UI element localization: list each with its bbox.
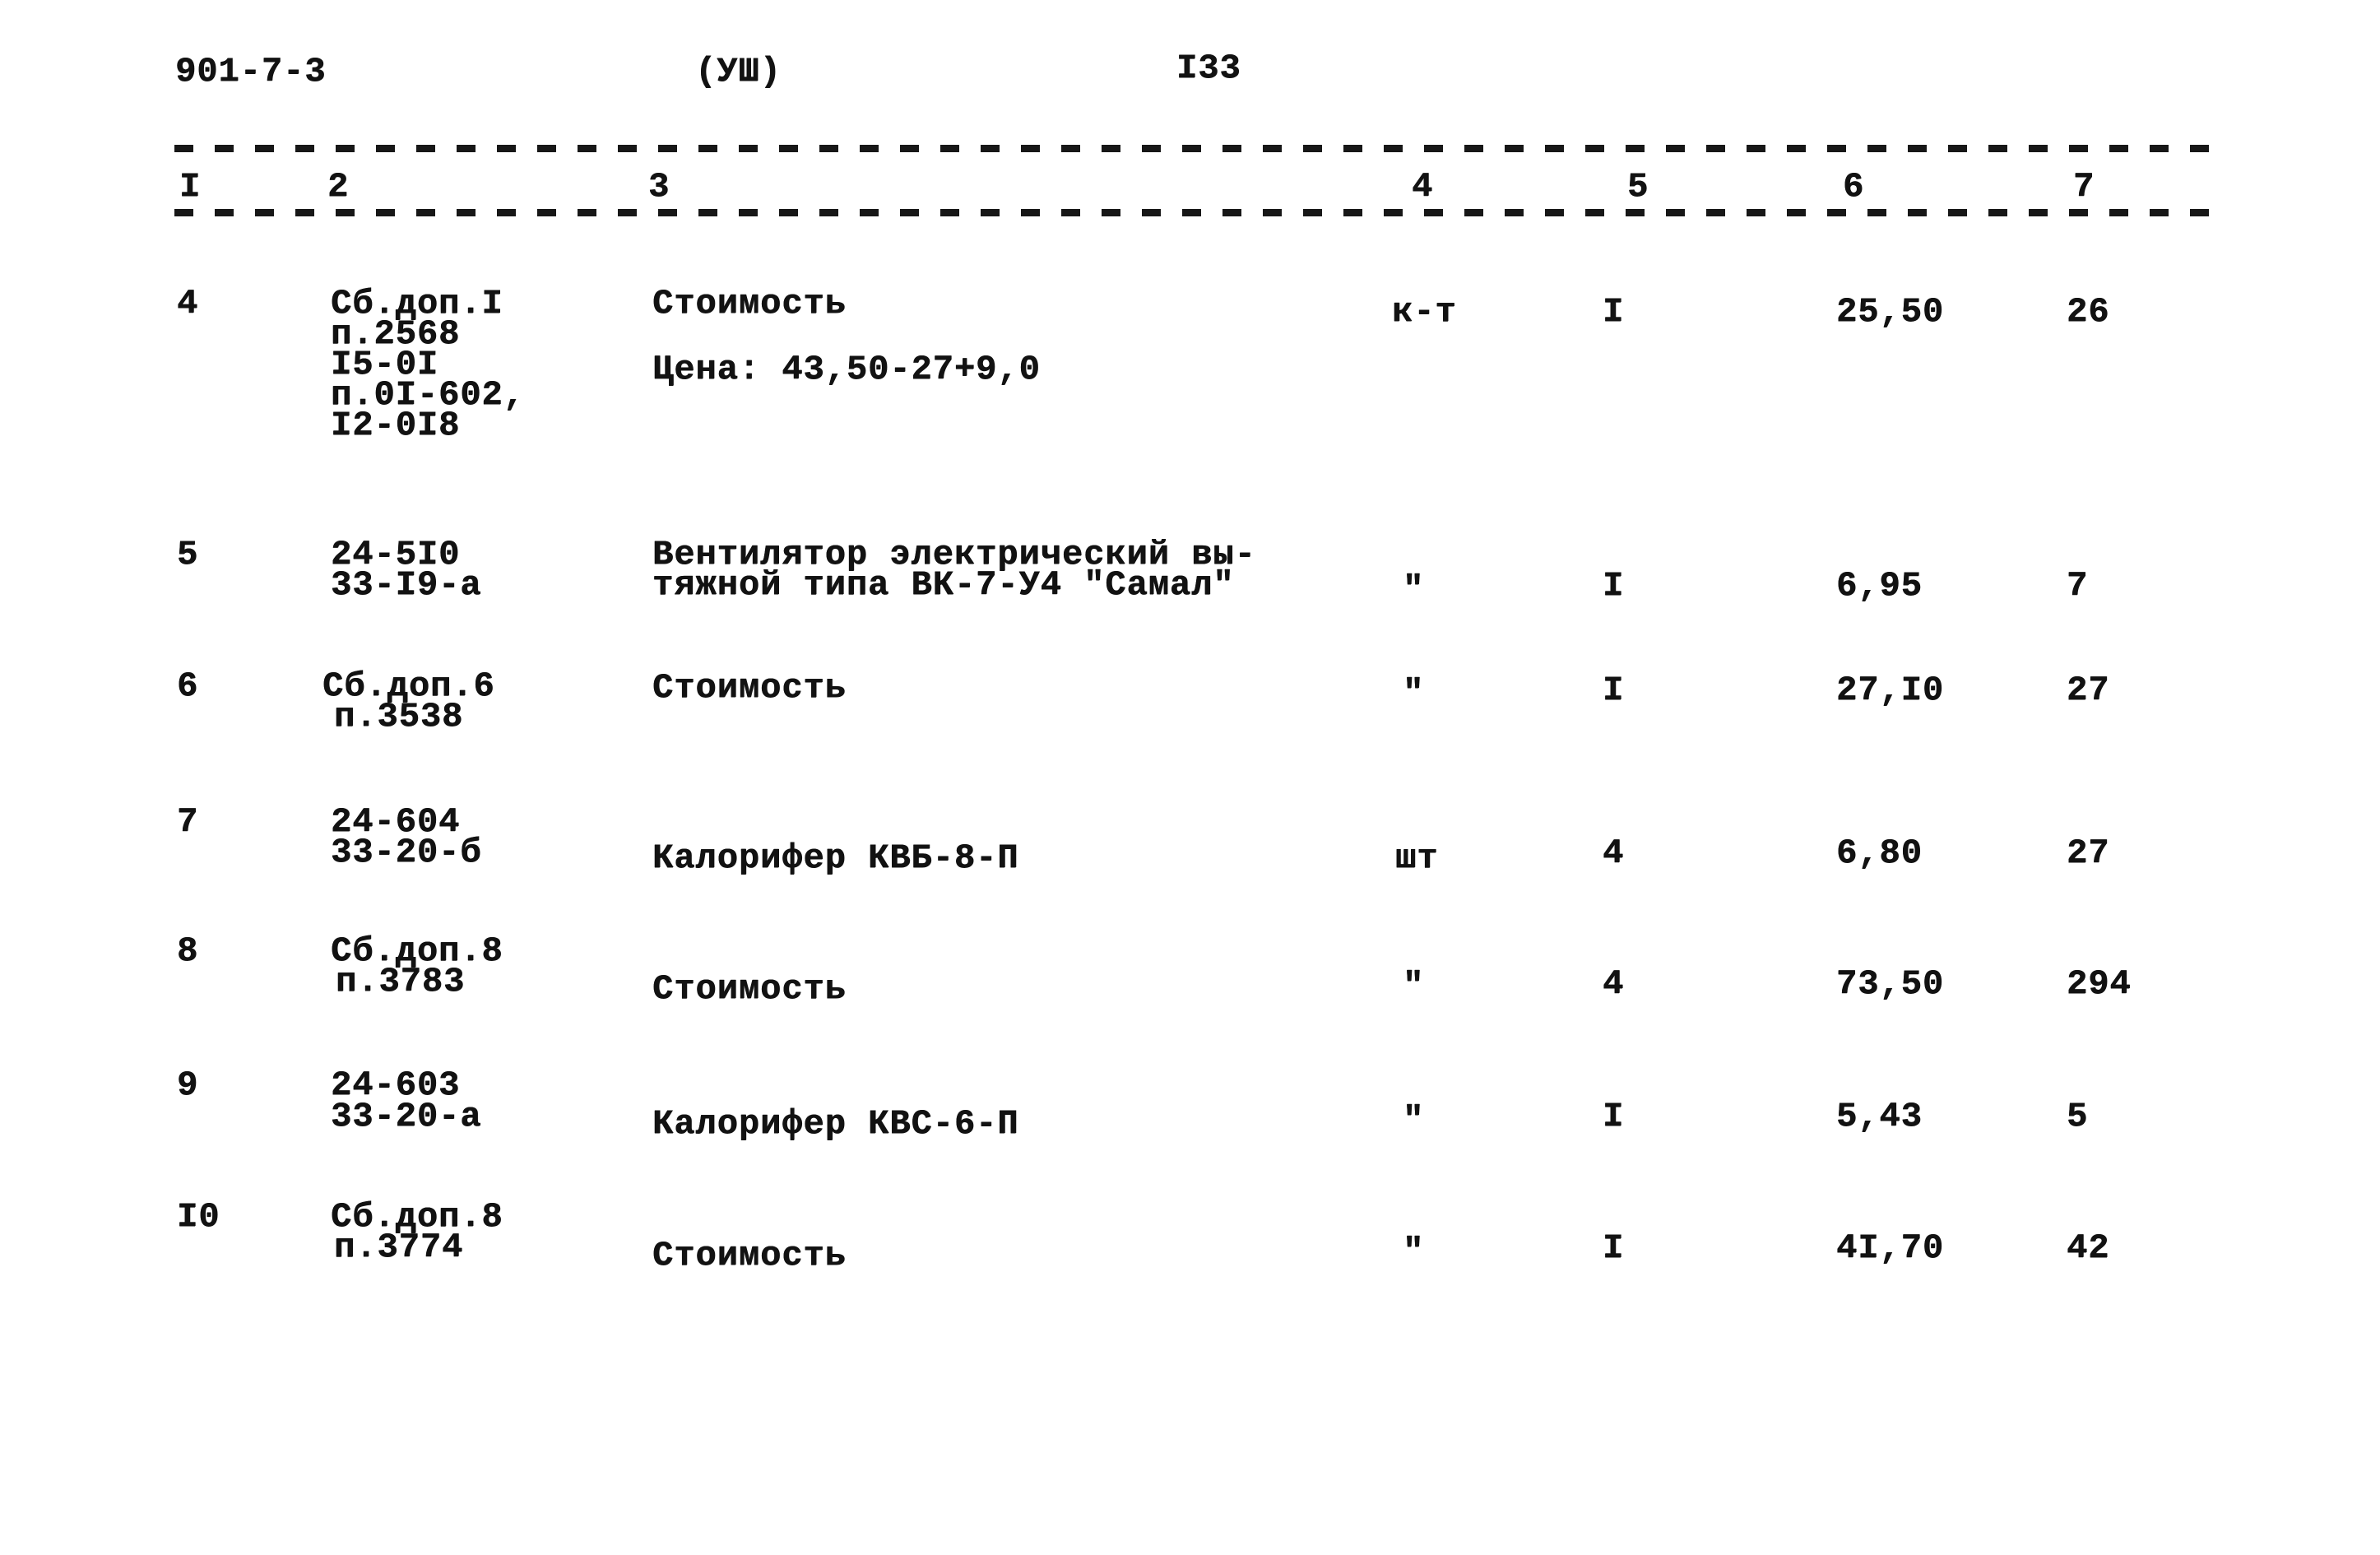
table-row: 5 24-5I0 33-I9-а Вентилятор электрически… xyxy=(0,537,2380,606)
unit-price-cell: 73,50 xyxy=(1836,964,1945,1004)
row-number: 8 xyxy=(177,931,199,971)
quantity-cell: 4 xyxy=(1603,833,1625,873)
unit-cell: " xyxy=(1403,966,1425,1005)
code-line: 33-20-а xyxy=(331,1097,482,1136)
row-number: I0 xyxy=(177,1197,220,1237)
section-label: (УШ) xyxy=(695,52,782,91)
total-cell: 26 xyxy=(2067,292,2110,332)
code-line: п.3774 xyxy=(334,1228,464,1267)
code-line: 33-I9-а xyxy=(331,565,482,605)
table-column-header-row: I 2 3 4 5 6 7 xyxy=(0,169,2380,204)
quantity-cell: I xyxy=(1603,1228,1625,1268)
code-line: п.0I-602, xyxy=(331,375,525,415)
code-line: 24-5I0 xyxy=(331,535,461,574)
description-line: тяжной типа ВК-7-У4 "Самал" xyxy=(652,565,1235,605)
code-line: 24-603 xyxy=(331,1065,461,1105)
page-number: I33 xyxy=(1176,49,1241,88)
quantity-cell: I xyxy=(1603,671,1625,710)
unit-price-cell: 6,80 xyxy=(1836,833,1923,873)
code-line: Сб.доп.8 xyxy=(331,931,503,971)
code-line: Сб.доп.8 xyxy=(331,1197,503,1237)
column-header-6: 6 xyxy=(1843,167,1865,207)
code-line: п.3783 xyxy=(336,962,466,1001)
total-cell: 27 xyxy=(2067,671,2110,710)
table-top-dashed-rule xyxy=(174,145,2225,152)
total-cell: 294 xyxy=(2067,964,2132,1004)
unit-cell: " xyxy=(1403,569,1425,609)
row-number: 5 xyxy=(177,535,199,574)
code-line: Сб.доп.6 xyxy=(322,666,495,706)
table-header-bottom-dashed-rule xyxy=(174,209,2225,216)
description-line: Стоимость xyxy=(652,1236,847,1275)
quantity-cell: 4 xyxy=(1603,964,1625,1004)
code-line: 33-20-б xyxy=(331,833,482,872)
unit-cell: " xyxy=(1403,1232,1425,1271)
description-line: Стоимость xyxy=(652,969,847,1009)
description-line: Цена: 43,50-27+9,0 xyxy=(652,350,1041,389)
total-cell: 27 xyxy=(2067,833,2110,873)
total-cell: 42 xyxy=(2067,1228,2110,1268)
quantity-cell: I xyxy=(1603,1097,1625,1136)
unit-price-cell: 25,50 xyxy=(1836,292,1945,332)
table-row: I0 Сб.доп.8 п.3774 Стоимость " I 4I,70 4… xyxy=(0,1200,2380,1273)
column-header-3: 3 xyxy=(648,167,670,207)
quantity-cell: I xyxy=(1603,292,1625,332)
row-number: 4 xyxy=(177,284,199,323)
code-line: I5-0I xyxy=(331,345,439,384)
description-line: Вентилятор электрический вы- xyxy=(652,535,1256,574)
unit-cell: " xyxy=(1403,1100,1425,1140)
quantity-cell: I xyxy=(1603,566,1625,606)
unit-price-cell: 5,43 xyxy=(1836,1097,1923,1136)
unit-cell: к-т xyxy=(1392,292,1457,332)
table-row: 8 Сб.доп.8 п.3783 Стоимость " 4 73,50 29… xyxy=(0,934,2380,1006)
unit-price-cell: 27,I0 xyxy=(1836,671,1945,710)
total-cell: 5 xyxy=(2067,1097,2089,1136)
table-row: 7 24-604 33-20-б Калорифер КВБ-8-П шт 4 … xyxy=(0,805,2380,875)
row-number: 7 xyxy=(177,802,199,842)
unit-price-cell: 4I,70 xyxy=(1836,1228,1945,1268)
unit-price-cell: 6,95 xyxy=(1836,566,1923,606)
table-row: 4 Сб.доп.I п.2568 I5-0I п.0I-602, I2-0I8… xyxy=(0,286,2380,443)
code-line: п.3538 xyxy=(334,697,464,736)
column-header-7: 7 xyxy=(2073,167,2095,207)
description-line: Калорифер КВБ-8-П xyxy=(652,838,1019,878)
column-header-4: 4 xyxy=(1412,167,1434,207)
description-line: Стоимость xyxy=(652,284,847,323)
doc-number: 901-7-3 xyxy=(175,52,327,91)
row-number: 6 xyxy=(177,666,199,706)
description-line: Калорифер КВС-6-П xyxy=(652,1104,1019,1144)
column-header-2: 2 xyxy=(327,167,350,207)
unit-cell: шт xyxy=(1395,838,1439,878)
description-line: Стоимость xyxy=(652,668,847,708)
row-number: 9 xyxy=(177,1065,199,1105)
code-line: Сб.доп.I xyxy=(331,284,503,323)
column-header-5: 5 xyxy=(1627,167,1649,207)
code-line: I2-0I8 xyxy=(331,406,461,445)
total-cell: 7 xyxy=(2067,566,2089,606)
unit-cell: " xyxy=(1403,673,1425,713)
column-header-1: I xyxy=(179,167,202,207)
code-line: 24-604 xyxy=(331,802,461,842)
code-line: п.2568 xyxy=(331,314,461,354)
